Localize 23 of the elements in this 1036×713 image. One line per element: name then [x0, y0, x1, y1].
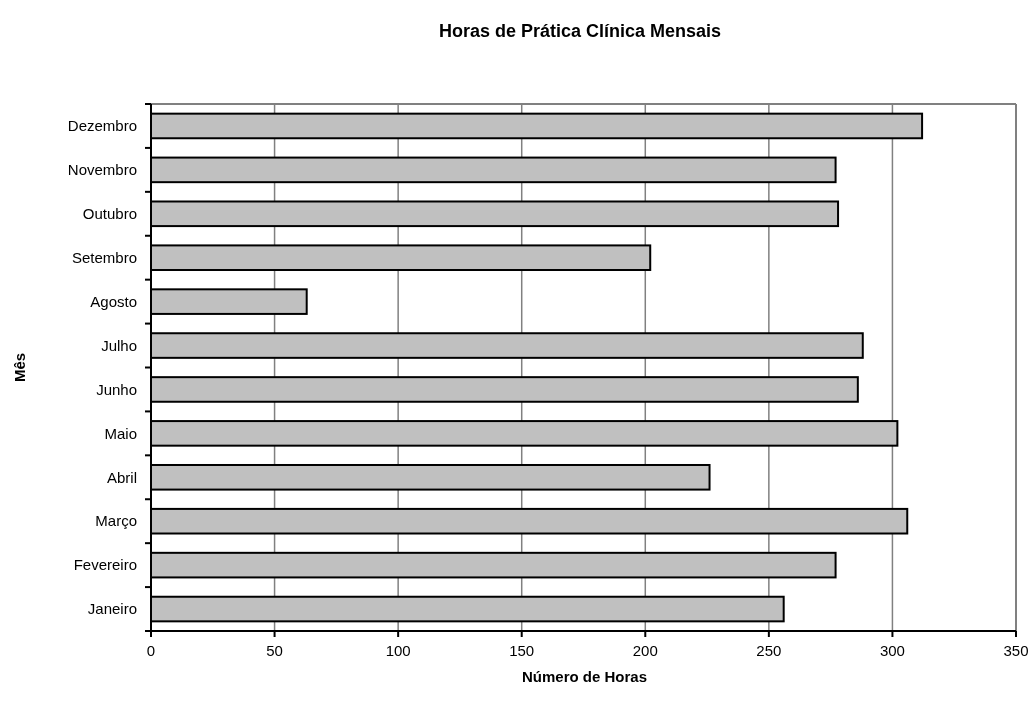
y-tick-label: Janeiro: [87, 600, 137, 618]
x-tick-label: 0: [146, 642, 156, 659]
y-tick-label: Setembro: [71, 248, 137, 266]
y-tick-label: Agosto: [90, 292, 137, 310]
chart-title: Horas de Prática Clínica Mensais: [438, 21, 722, 41]
x-tick-label: 250: [756, 642, 782, 659]
y-tick-label: Outubro: [82, 205, 137, 223]
y-tick-label: Março: [95, 512, 137, 530]
x-tick-label: 300: [879, 642, 905, 659]
x-tick-label: 350: [1003, 642, 1029, 659]
y-tick-label: Julho: [101, 336, 137, 354]
y-tick-label: Fevereiro: [73, 556, 137, 574]
y-tick-label: Abril: [106, 468, 137, 486]
x-tick-label: 150: [509, 642, 535, 659]
x-tick-label: 50: [266, 642, 283, 659]
x-axis-title: Número de Horas: [521, 668, 648, 685]
x-tick-label: 100: [385, 642, 411, 659]
y-tick-label: Maio: [104, 424, 137, 442]
y-tick-label: Junho: [96, 380, 137, 398]
y-axis-title: Mês: [11, 352, 28, 383]
y-tick-label: Dezembro: [67, 117, 137, 135]
x-tick-label: 200: [632, 642, 658, 659]
y-tick-label: Novembro: [67, 161, 137, 179]
